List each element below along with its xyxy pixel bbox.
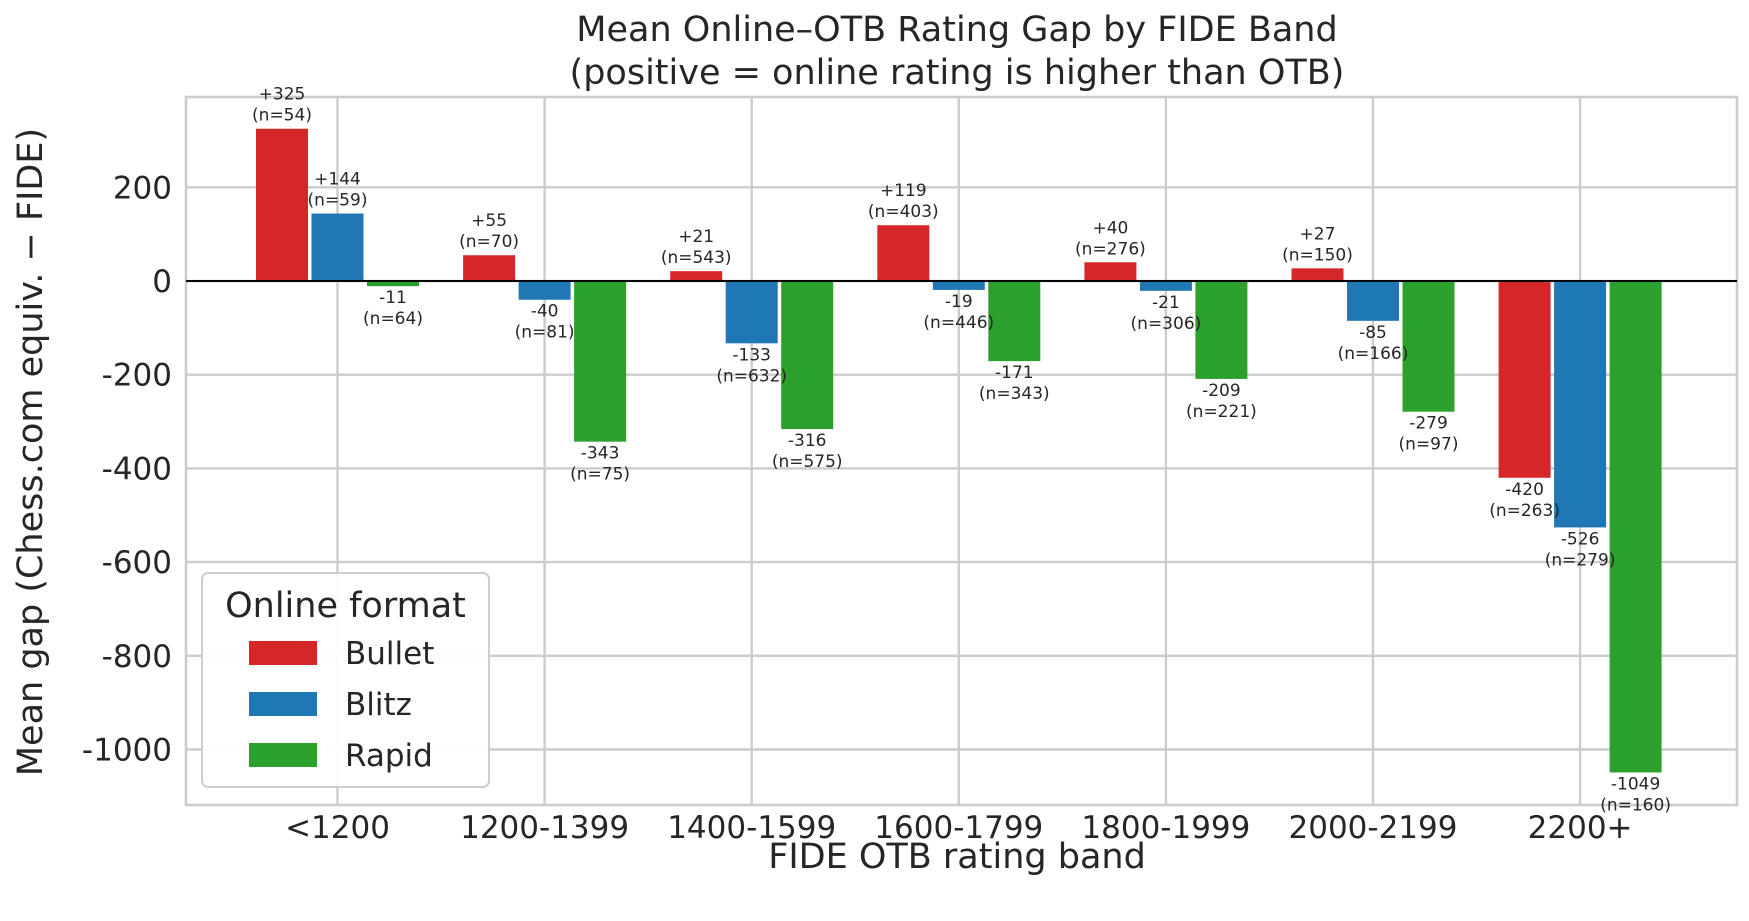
data-label: +40 (1092, 218, 1128, 238)
x-tick-label: 2000-2199 (1289, 810, 1458, 846)
sample-size-label: (n=64) (363, 309, 423, 329)
legend-box (201, 572, 490, 788)
bar-bullet (1084, 262, 1137, 281)
bar-blitz (311, 213, 364, 281)
y-tick-label: -1000 (82, 733, 172, 769)
sample-size-label: (n=343) (979, 384, 1050, 404)
bar-rapid (1402, 281, 1455, 412)
bar-blitz (1139, 281, 1192, 291)
sample-size-label: (n=54) (252, 106, 312, 126)
data-label: -343 (581, 444, 620, 464)
bar-rapid (574, 281, 627, 442)
data-label: +21 (678, 227, 714, 247)
data-label: +27 (1300, 224, 1336, 244)
bar-bullet (256, 128, 308, 281)
x-tick-label: 1200-1399 (460, 810, 629, 846)
x-axis-label: FIDE OTB rating band (768, 837, 1146, 877)
sample-size-label: (n=263) (1489, 501, 1560, 521)
data-label: -1049 (1611, 774, 1660, 794)
chart-title: Mean Online–OTB Rating Gap by FIDE Band (576, 10, 1337, 50)
data-label: -19 (945, 292, 973, 312)
sample-size-label: (n=543) (661, 248, 732, 268)
chart-subtitle: (positive = online rating is higher than… (570, 53, 1345, 93)
sample-size-label: (n=75) (570, 465, 630, 485)
data-label: -133 (732, 345, 771, 365)
data-label: +119 (880, 181, 927, 201)
sample-size-label: (n=97) (1399, 435, 1459, 455)
bar-blitz (1554, 281, 1607, 528)
bar-rapid (367, 281, 419, 287)
bar-rapid (1195, 281, 1248, 379)
data-label: +144 (314, 170, 361, 190)
y-tick-label: -400 (102, 451, 172, 487)
x-tick-label: 1600-1799 (874, 810, 1043, 846)
sample-size-label: (n=446) (923, 313, 994, 333)
data-label: -279 (1409, 414, 1448, 434)
bar-blitz (932, 281, 985, 290)
y-tick-label: -800 (102, 639, 172, 675)
sample-size-label: (n=81) (515, 323, 575, 343)
data-label: -40 (531, 302, 559, 322)
sample-size-label: (n=575) (772, 452, 843, 472)
legend-label-blitz: Blitz (345, 687, 412, 723)
data-label: +325 (259, 85, 306, 105)
data-label: -526 (1561, 529, 1600, 549)
sample-size-label: (n=70) (459, 232, 519, 252)
y-axis-label: Mean gap (Chess.com equiv. − FIDE) (11, 128, 51, 776)
plot-frame (184, 95, 1739, 807)
legend-swatch-bullet (249, 641, 317, 665)
y-tick-label: 0 (152, 264, 172, 300)
y-tick-label: -600 (102, 545, 172, 581)
bar-blitz (1347, 281, 1399, 321)
x-tick-label: <1200 (285, 810, 390, 846)
bar-rapid (988, 281, 1041, 362)
sample-size-label: (n=221) (1186, 402, 1257, 422)
bar-rapid (781, 281, 834, 430)
sample-size-label: (n=276) (1075, 239, 1146, 259)
x-tick-label: 2200+ (1528, 810, 1633, 846)
data-label: -316 (788, 431, 827, 451)
sample-size-label: (n=160) (1600, 795, 1671, 815)
x-tick-label: 1800-1999 (1081, 810, 1250, 846)
data-label: -85 (1359, 323, 1387, 343)
sample-size-label: (n=166) (1338, 344, 1409, 364)
data-label: +55 (471, 211, 507, 231)
sample-size-label: (n=59) (308, 191, 368, 211)
sample-size-label: (n=279) (1545, 550, 1616, 570)
legend-label-bullet: Bullet (345, 636, 434, 672)
bar-bullet (1498, 281, 1551, 478)
data-label: -209 (1202, 381, 1241, 401)
legend: Online format Bullet Blitz Rapid (201, 572, 490, 788)
sample-size-label: (n=632) (716, 366, 787, 386)
legend-swatch-blitz (249, 692, 317, 716)
bar-bullet (1291, 268, 1344, 281)
sample-size-label: (n=306) (1131, 314, 1202, 334)
bar-blitz (518, 281, 571, 300)
legend-title: Online format (225, 586, 466, 626)
y-tick-label: -200 (102, 358, 172, 394)
bar-rapid (1609, 281, 1662, 773)
legend-swatch-rapid (249, 743, 317, 767)
sample-size-label: (n=150) (1282, 245, 1353, 265)
bar-blitz (725, 281, 778, 344)
y-tick-label: 200 (113, 170, 172, 206)
bar-bullet (463, 255, 516, 281)
data-label: -171 (995, 363, 1034, 383)
x-tick-label: 1400-1599 (667, 810, 836, 846)
data-label: -420 (1505, 480, 1544, 500)
data-label: -11 (379, 288, 407, 308)
bar-bullet (877, 225, 930, 281)
sample-size-label: (n=403) (868, 202, 939, 222)
bar-bullet (670, 271, 723, 281)
data-label: -21 (1152, 293, 1180, 313)
legend-label-rapid: Rapid (345, 738, 433, 774)
